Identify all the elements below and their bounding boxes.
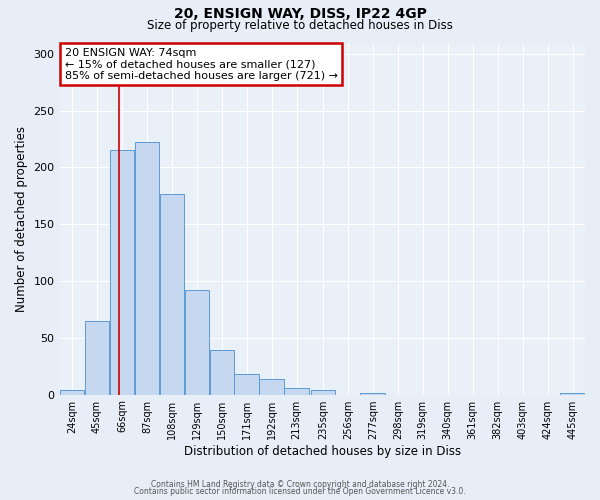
- Text: Contains public sector information licensed under the Open Government Licence v3: Contains public sector information licen…: [134, 487, 466, 496]
- Bar: [235, 374, 259, 394]
- Bar: [160, 194, 184, 394]
- Bar: [85, 321, 109, 394]
- Bar: [259, 378, 284, 394]
- Y-axis label: Number of detached properties: Number of detached properties: [15, 126, 28, 312]
- Bar: [311, 390, 335, 394]
- X-axis label: Distribution of detached houses by size in Diss: Distribution of detached houses by size …: [184, 444, 461, 458]
- Bar: [110, 150, 134, 394]
- Text: 20 ENSIGN WAY: 74sqm
← 15% of detached houses are smaller (127)
85% of semi-deta: 20 ENSIGN WAY: 74sqm ← 15% of detached h…: [65, 48, 338, 81]
- Bar: [284, 388, 309, 394]
- Text: Contains HM Land Registry data © Crown copyright and database right 2024.: Contains HM Land Registry data © Crown c…: [151, 480, 449, 489]
- Bar: [185, 290, 209, 395]
- Text: Size of property relative to detached houses in Diss: Size of property relative to detached ho…: [147, 18, 453, 32]
- Bar: [60, 390, 85, 394]
- Text: 20, ENSIGN WAY, DISS, IP22 4GP: 20, ENSIGN WAY, DISS, IP22 4GP: [173, 8, 427, 22]
- Bar: [134, 142, 159, 394]
- Bar: [209, 350, 234, 395]
